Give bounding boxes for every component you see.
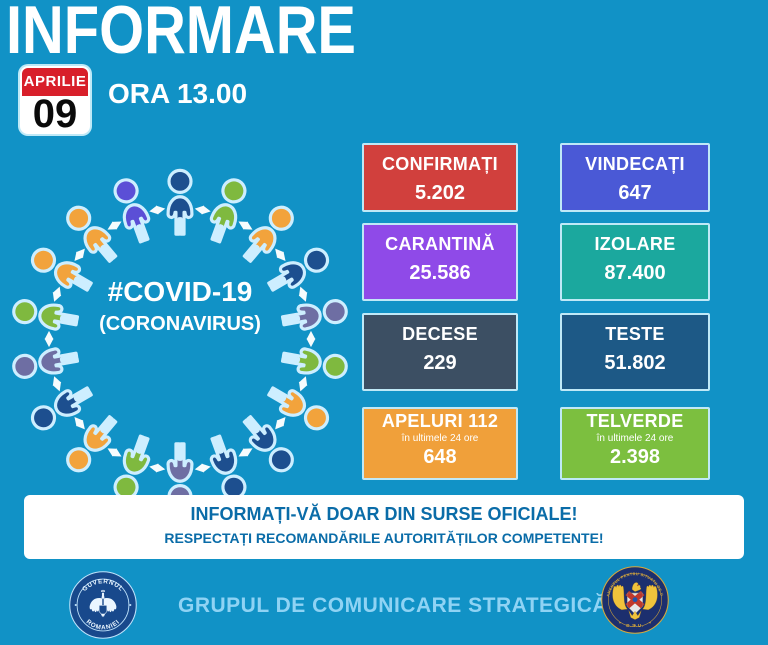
svg-text:D.S.U.: D.S.U. bbox=[626, 623, 644, 628]
